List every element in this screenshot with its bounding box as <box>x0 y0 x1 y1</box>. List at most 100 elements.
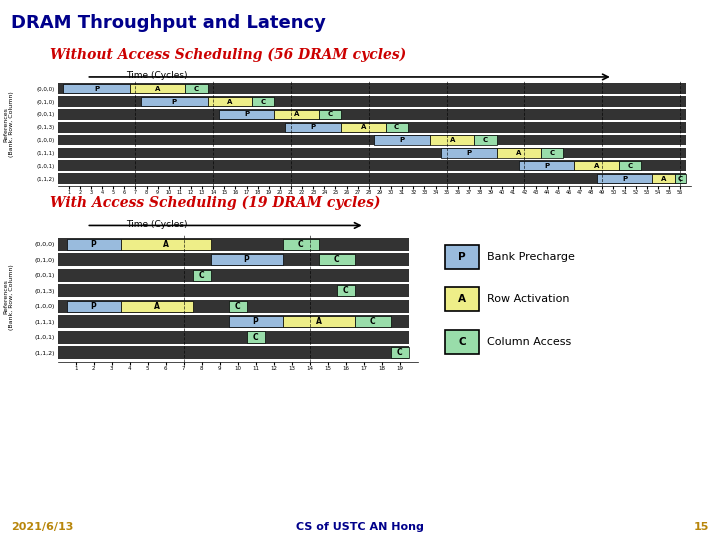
Text: P: P <box>400 137 405 143</box>
Bar <box>497 148 541 158</box>
Text: Without Access Scheduling (56 DRAM cycles): Without Access Scheduling (56 DRAM cycle… <box>50 48 407 62</box>
Bar <box>675 174 685 183</box>
Text: References
(Bank, Row, Column): References (Bank, Row, Column) <box>3 264 14 330</box>
Text: P: P <box>544 163 549 169</box>
Text: C: C <box>199 271 204 280</box>
Text: C: C <box>343 286 348 295</box>
Bar <box>120 301 192 312</box>
Text: C: C <box>194 86 199 92</box>
Text: P: P <box>253 317 258 326</box>
Text: C: C <box>458 337 466 347</box>
Text: A: A <box>449 137 455 143</box>
Text: C: C <box>549 150 555 156</box>
Bar <box>58 160 685 171</box>
Bar <box>58 96 685 107</box>
Bar <box>575 161 619 171</box>
Bar <box>385 123 408 132</box>
Text: A: A <box>315 317 322 326</box>
Bar <box>58 346 408 359</box>
Text: C: C <box>261 98 266 105</box>
Bar <box>519 161 575 171</box>
Bar <box>192 269 210 281</box>
Bar <box>207 97 252 106</box>
Text: P: P <box>244 111 249 117</box>
Bar <box>652 174 675 183</box>
Bar <box>274 110 319 119</box>
Text: C: C <box>334 255 339 264</box>
Bar <box>58 134 685 145</box>
Text: CS of USTC AN Hong: CS of USTC AN Hong <box>296 522 424 532</box>
Bar <box>441 148 497 158</box>
Text: P: P <box>91 301 96 310</box>
Text: C: C <box>328 111 333 117</box>
Bar <box>58 238 408 251</box>
Bar <box>319 110 341 119</box>
Bar <box>58 284 408 297</box>
Bar <box>66 301 120 312</box>
Bar <box>58 268 408 282</box>
Text: P: P <box>91 240 96 249</box>
Text: A: A <box>294 111 300 117</box>
Text: Time (Cycles): Time (Cycles) <box>126 220 187 230</box>
Text: 15: 15 <box>694 522 709 532</box>
Bar <box>58 173 685 184</box>
Bar <box>597 174 652 183</box>
Text: A: A <box>228 98 233 105</box>
Text: 2021/6/13: 2021/6/13 <box>11 522 73 532</box>
Text: C: C <box>370 317 375 326</box>
Text: Bank Precharge: Bank Precharge <box>487 252 575 262</box>
Text: C: C <box>628 163 633 169</box>
Text: With Access Scheduling (19 DRAM cycles): With Access Scheduling (19 DRAM cycles) <box>50 195 381 210</box>
Text: A: A <box>458 294 466 305</box>
Bar <box>228 301 246 312</box>
Bar <box>246 332 265 342</box>
Text: C: C <box>298 240 303 249</box>
FancyBboxPatch shape <box>444 245 480 269</box>
Bar <box>58 83 685 94</box>
Text: References
(Bank, Row, Column): References (Bank, Row, Column) <box>3 91 14 157</box>
Bar <box>58 300 408 313</box>
Text: A: A <box>661 176 666 181</box>
Text: DRAM Throughput and Latency: DRAM Throughput and Latency <box>11 14 325 31</box>
Text: P: P <box>458 252 466 262</box>
Bar <box>285 123 341 132</box>
Text: A: A <box>594 163 600 169</box>
FancyBboxPatch shape <box>444 329 480 354</box>
Bar <box>341 123 385 132</box>
Text: C: C <box>253 333 258 341</box>
Bar <box>541 148 563 158</box>
Bar <box>210 254 282 265</box>
Bar <box>63 84 130 93</box>
Bar <box>282 316 354 327</box>
Bar <box>336 285 354 296</box>
Text: C: C <box>397 348 402 357</box>
Bar <box>619 161 642 171</box>
Bar <box>354 316 390 327</box>
Bar <box>120 239 210 250</box>
Bar <box>374 136 430 145</box>
Bar <box>282 239 318 250</box>
Bar <box>430 136 474 145</box>
Bar <box>58 122 685 133</box>
Text: C: C <box>483 137 488 143</box>
FancyBboxPatch shape <box>444 287 480 312</box>
Bar <box>219 110 274 119</box>
Text: A: A <box>163 240 168 249</box>
Bar <box>318 254 354 265</box>
Text: C: C <box>678 176 683 181</box>
Text: A: A <box>361 124 366 130</box>
Text: C: C <box>394 124 399 130</box>
Bar <box>58 147 685 158</box>
Text: P: P <box>311 124 316 130</box>
Bar <box>58 109 685 120</box>
Text: P: P <box>244 255 249 264</box>
Text: Row Activation: Row Activation <box>487 294 570 305</box>
Text: C: C <box>235 301 240 310</box>
Bar <box>66 239 120 250</box>
Text: P: P <box>467 150 472 156</box>
Text: P: P <box>172 98 177 105</box>
Text: P: P <box>94 86 99 92</box>
Bar <box>390 347 408 358</box>
Bar <box>58 315 408 328</box>
Bar <box>252 97 274 106</box>
